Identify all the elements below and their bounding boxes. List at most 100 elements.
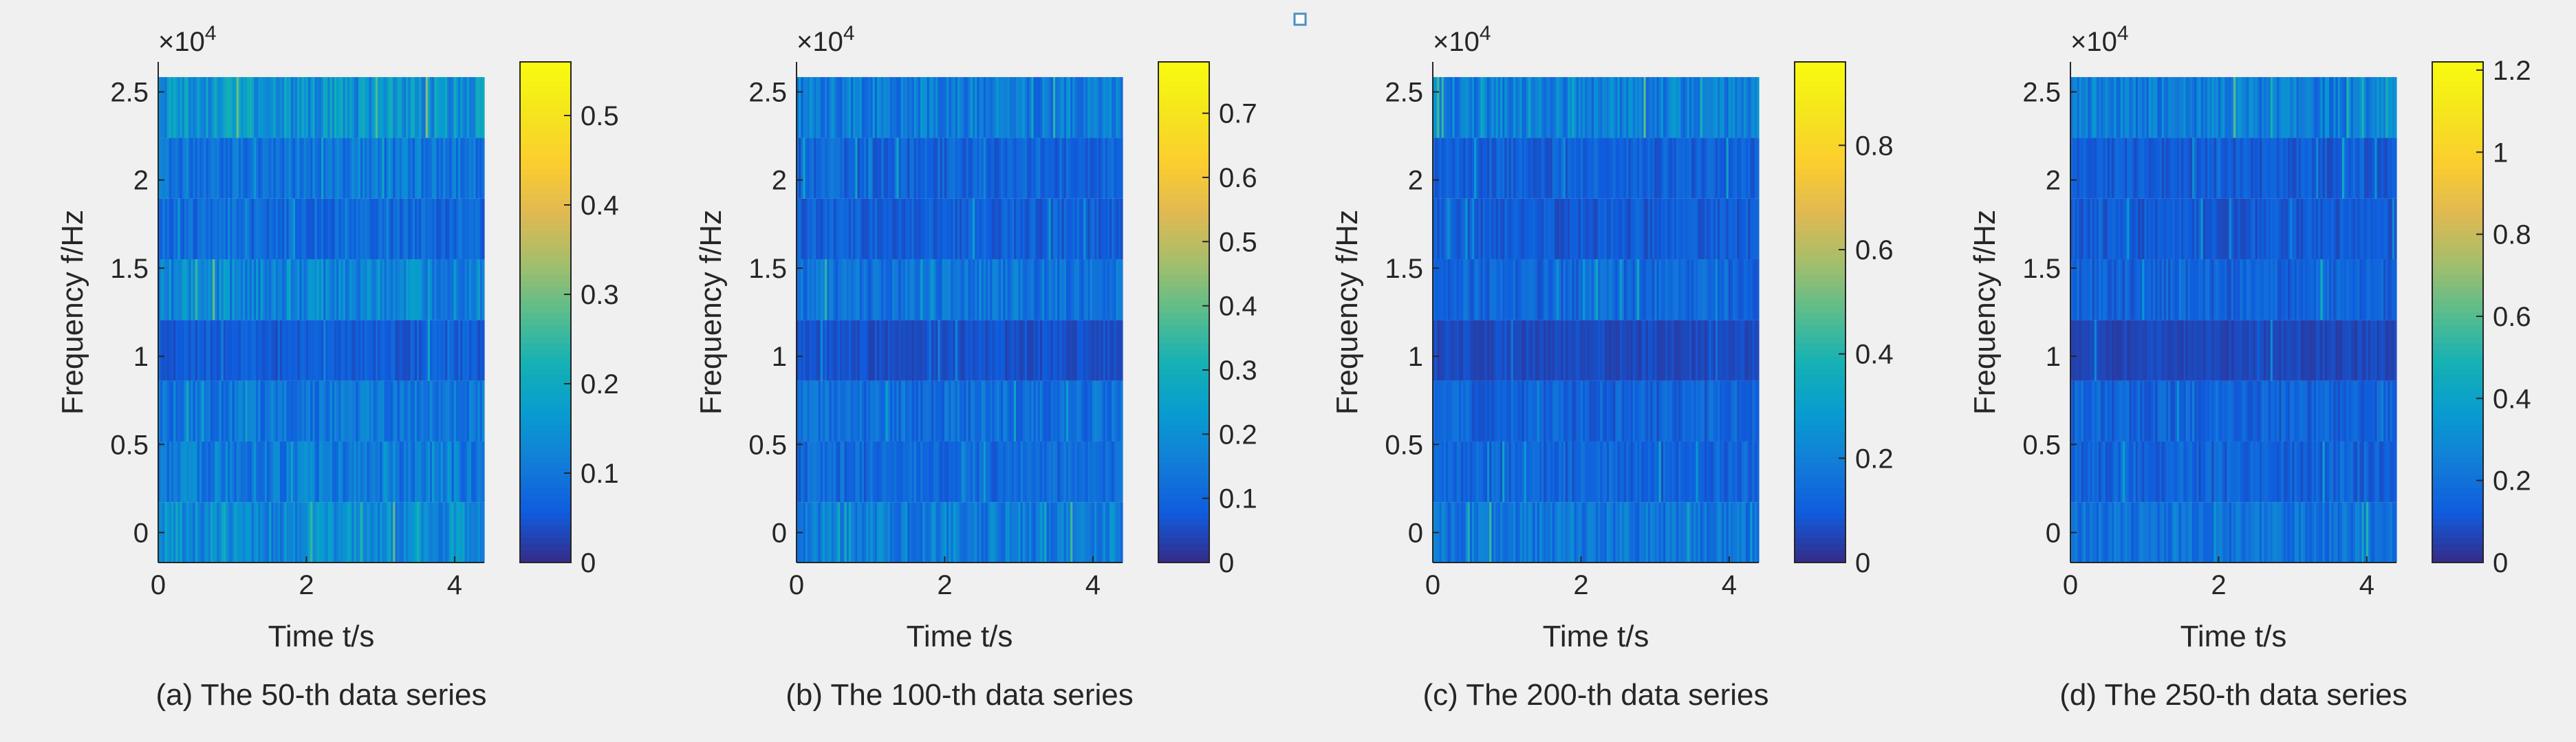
heatmap-cell <box>2342 320 2345 381</box>
heatmap-cell <box>410 77 413 138</box>
heatmap-cell <box>2075 259 2078 320</box>
heatmap-cell <box>916 320 919 381</box>
heatmap-cell <box>1450 441 1453 503</box>
heatmap-cell <box>2388 320 2391 381</box>
heatmap-cell <box>378 259 380 320</box>
heatmap-cell <box>1663 320 1666 381</box>
heatmap-cell <box>327 380 331 441</box>
heatmap-cell <box>464 138 468 199</box>
heatmap-cell <box>1502 380 1505 441</box>
heatmap-cell <box>2307 320 2310 381</box>
colorbar-segment <box>520 406 571 413</box>
heatmap-cell <box>380 441 383 503</box>
heatmap-cell <box>2342 441 2345 503</box>
heatmap-cell <box>1101 198 1104 260</box>
heatmap-cell <box>321 441 324 503</box>
colorbar-segment <box>520 362 571 369</box>
heatmap-cell <box>1563 441 1566 503</box>
heatmap-cell <box>2216 441 2219 503</box>
heatmap-cell <box>275 320 279 381</box>
heatmap-cell <box>458 77 461 138</box>
heatmap-cell <box>848 502 852 563</box>
heatmap-cell <box>206 138 209 199</box>
heatmap-cell <box>2262 198 2264 260</box>
heatmap-cell <box>2122 380 2125 441</box>
heatmap-cell <box>2125 502 2128 563</box>
heatmap-cell <box>898 77 902 138</box>
heatmap-cell <box>844 77 847 138</box>
heatmap-cell <box>2277 259 2280 320</box>
heatmap-cell <box>927 259 930 320</box>
heatmap-cell <box>2333 138 2337 199</box>
heatmap-cell <box>329 502 333 563</box>
heatmap-cell <box>1687 77 1690 138</box>
heatmap-cell <box>1007 198 1010 260</box>
heatmap-cell <box>369 502 372 563</box>
heatmap-cell <box>1696 502 1699 563</box>
heatmap-cell <box>1574 77 1577 138</box>
heatmap-cell <box>1048 502 1052 563</box>
heatmap-cell <box>957 138 960 199</box>
heatmap-cell <box>809 138 812 199</box>
heatmap-cell <box>955 380 958 441</box>
heatmap-cell <box>1454 441 1458 503</box>
heatmap-cell <box>1756 380 1760 441</box>
heatmap-cell <box>1691 259 1694 320</box>
heatmap-cell <box>918 138 921 199</box>
heatmap-cell <box>922 441 926 503</box>
heatmap-cell <box>938 502 941 563</box>
heatmap-cell <box>1658 77 1662 138</box>
heatmap-cell <box>1596 502 1599 563</box>
heatmap-cell <box>2127 441 2130 503</box>
heatmap-cell <box>1526 259 1529 320</box>
heatmap-cell <box>1715 320 1718 381</box>
heatmap-cell <box>423 441 426 503</box>
heatmap-cell <box>2148 320 2152 381</box>
heatmap-cell <box>430 441 433 503</box>
colorbar-segment <box>520 262 571 269</box>
colorbar-segment <box>520 500 571 507</box>
heatmap-cell <box>966 502 969 563</box>
heatmap-cell <box>1537 441 1540 503</box>
heatmap-cell <box>868 138 872 199</box>
heatmap-cell <box>310 502 313 563</box>
heatmap-cell <box>2103 320 2106 381</box>
heatmap-cell <box>1074 198 1078 260</box>
heatmap-cell <box>206 198 209 260</box>
heatmap-cell <box>2339 441 2343 503</box>
heatmap-cell <box>449 320 453 381</box>
heatmap-cell <box>312 259 316 320</box>
heatmap-cell <box>1037 77 1041 138</box>
heatmap-cell <box>2294 441 2297 503</box>
heatmap-cell <box>1660 259 1664 320</box>
heatmap-cell <box>1511 77 1514 138</box>
heatmap-cell <box>1728 77 1731 138</box>
heatmap-cell <box>1508 198 1512 260</box>
heatmap-cell <box>2227 502 2230 563</box>
selection-marker[interactable] <box>1293 12 1307 26</box>
heatmap-cell <box>1112 320 1114 381</box>
heatmap-cell <box>2153 138 2156 199</box>
heatmap-cell <box>1583 441 1585 503</box>
heatmap-cell <box>907 138 910 199</box>
heatmap-cell <box>1116 198 1119 260</box>
heatmap-cell <box>1535 441 1538 503</box>
heatmap-cell <box>1598 198 1601 260</box>
heatmap-cell <box>1007 77 1010 138</box>
heatmap-cell <box>1634 441 1638 503</box>
heatmap-cell <box>481 320 485 381</box>
heatmap-cell <box>2118 380 2121 441</box>
heatmap-cell <box>913 138 917 199</box>
heatmap-cell <box>376 502 378 563</box>
heatmap-cell <box>1617 320 1621 381</box>
heatmap-cell <box>1001 259 1004 320</box>
colorbar-segment <box>520 174 571 182</box>
heatmap-cell <box>1528 77 1531 138</box>
heatmap-cell <box>2383 198 2386 260</box>
heatmap-cell <box>2211 502 2215 563</box>
heatmap-cell <box>2322 138 2326 199</box>
heatmap-cell <box>1748 502 1751 563</box>
heatmap-cell <box>848 198 852 260</box>
heatmap-cell <box>1746 138 1749 199</box>
heatmap-cell <box>264 380 268 441</box>
